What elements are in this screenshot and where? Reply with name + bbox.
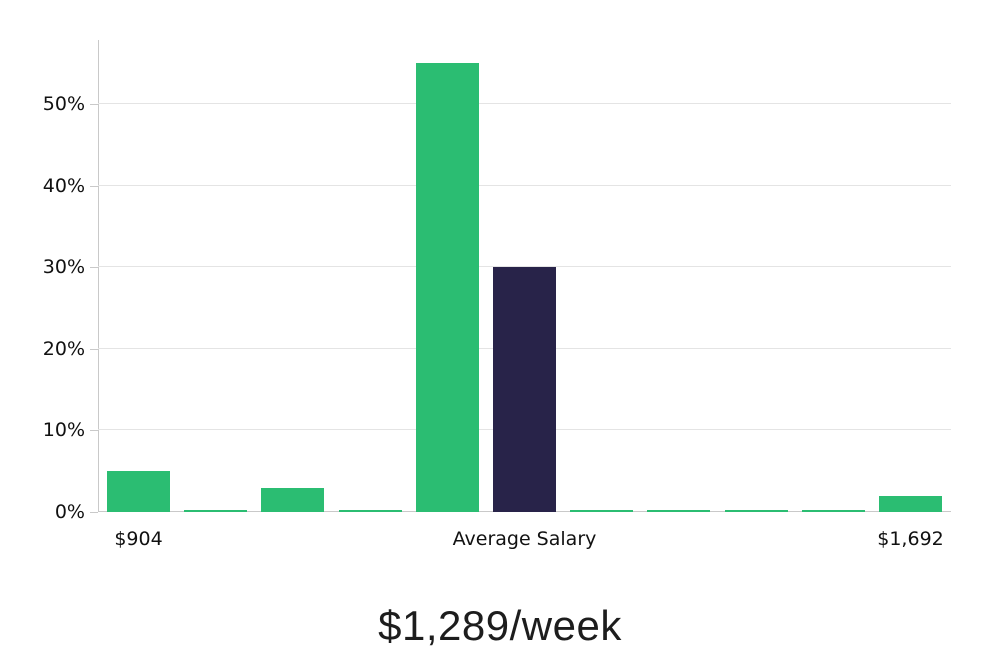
y-axis-tick-label: 20% [42, 337, 85, 360]
y-axis-tick-label: 0% [54, 501, 85, 523]
gridline [98, 266, 951, 268]
bar [879, 495, 942, 512]
y-axis-tick [90, 267, 98, 269]
x-axis-label: $1,692 [877, 528, 944, 550]
y-axis-tick [90, 348, 98, 350]
bar [415, 63, 479, 512]
bar [647, 509, 711, 512]
y-axis-tick-label: 50% [42, 93, 85, 115]
y-axis-tick [90, 185, 98, 187]
y-axis-tick [90, 512, 98, 513]
y-axis-tick [90, 430, 98, 432]
gridline [98, 184, 951, 186]
bar [801, 509, 865, 512]
plot-area [98, 40, 951, 512]
bar [184, 509, 248, 512]
bar [338, 509, 402, 512]
average-salary-title: $1,289/week [378, 602, 622, 649]
bar [261, 487, 325, 512]
x-axis-label: Average Salary [452, 528, 597, 550]
y-axis-tick-label: 40% [42, 174, 85, 197]
bar [107, 471, 170, 512]
bar [724, 509, 788, 512]
y-axis-line [98, 40, 99, 512]
bar-average-salary [493, 267, 556, 512]
gridline [98, 103, 951, 104]
x-axis-label: $904 [114, 528, 163, 550]
bar [570, 509, 634, 512]
y-axis-tick [90, 104, 98, 105]
y-axis-tick-label: 30% [42, 256, 85, 279]
y-axis-tick-label: 10% [42, 419, 85, 442]
